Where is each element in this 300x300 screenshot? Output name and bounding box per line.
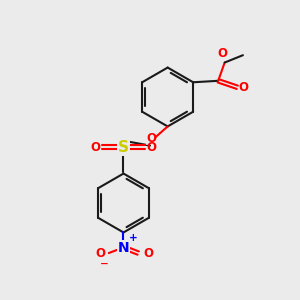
Text: N: N	[118, 241, 129, 255]
Text: O: O	[143, 247, 153, 260]
Text: −: −	[100, 258, 109, 268]
Text: O: O	[95, 247, 105, 260]
Text: O: O	[146, 132, 157, 145]
Text: O: O	[217, 47, 227, 60]
Text: O: O	[91, 141, 101, 154]
Text: +: +	[128, 233, 137, 243]
Text: O: O	[146, 141, 156, 154]
Text: O: O	[239, 81, 249, 94]
Text: S: S	[118, 140, 129, 154]
